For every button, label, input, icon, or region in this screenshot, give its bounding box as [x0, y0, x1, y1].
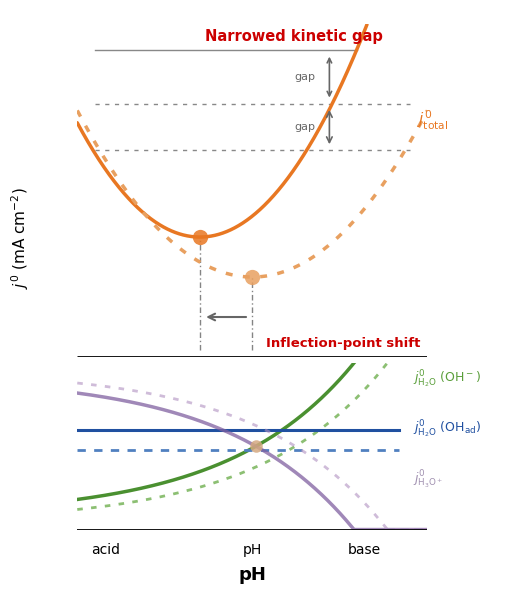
Text: gap: gap — [295, 72, 315, 82]
Text: acid: acid — [91, 543, 120, 557]
Text: Inflection-point shift: Inflection-point shift — [266, 337, 421, 350]
Text: $j^0_{{\rm H_2O}}\ ({\rm OH}^-)$: $j^0_{{\rm H_2O}}\ ({\rm OH}^-)$ — [414, 369, 482, 390]
Text: $j^0_{{\rm H_3O^+}}$: $j^0_{{\rm H_3O^+}}$ — [414, 468, 444, 491]
Text: pH: pH — [238, 566, 266, 584]
Text: Narrowed kinetic gap: Narrowed kinetic gap — [205, 29, 383, 44]
Text: gap: gap — [295, 122, 315, 132]
Text: $j^0_{{\rm H_2O}}\ ({\rm OH_{ad}})$: $j^0_{{\rm H_2O}}\ ({\rm OH_{ad}})$ — [414, 419, 482, 440]
Text: $j^0_{\rm total}$: $j^0_{\rm total}$ — [417, 109, 449, 132]
Text: base: base — [348, 543, 381, 557]
Text: $j^0\ (\rm mA\ cm^{-2})$: $j^0\ (\rm mA\ cm^{-2})$ — [10, 187, 31, 289]
Text: pH: pH — [243, 543, 262, 557]
